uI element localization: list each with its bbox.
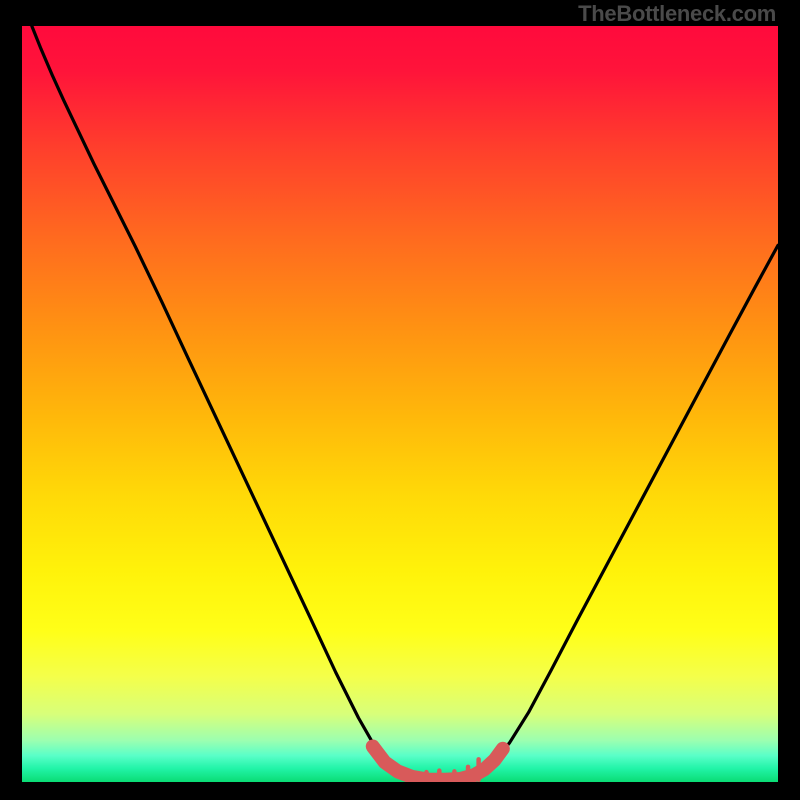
watermark-text: TheBottleneck.com xyxy=(578,1,776,27)
gradient-background xyxy=(22,26,778,782)
plot-area xyxy=(22,26,778,782)
chart-frame: { "meta": { "watermark": "TheBottleneck.… xyxy=(0,0,800,800)
chart-svg xyxy=(22,26,778,782)
